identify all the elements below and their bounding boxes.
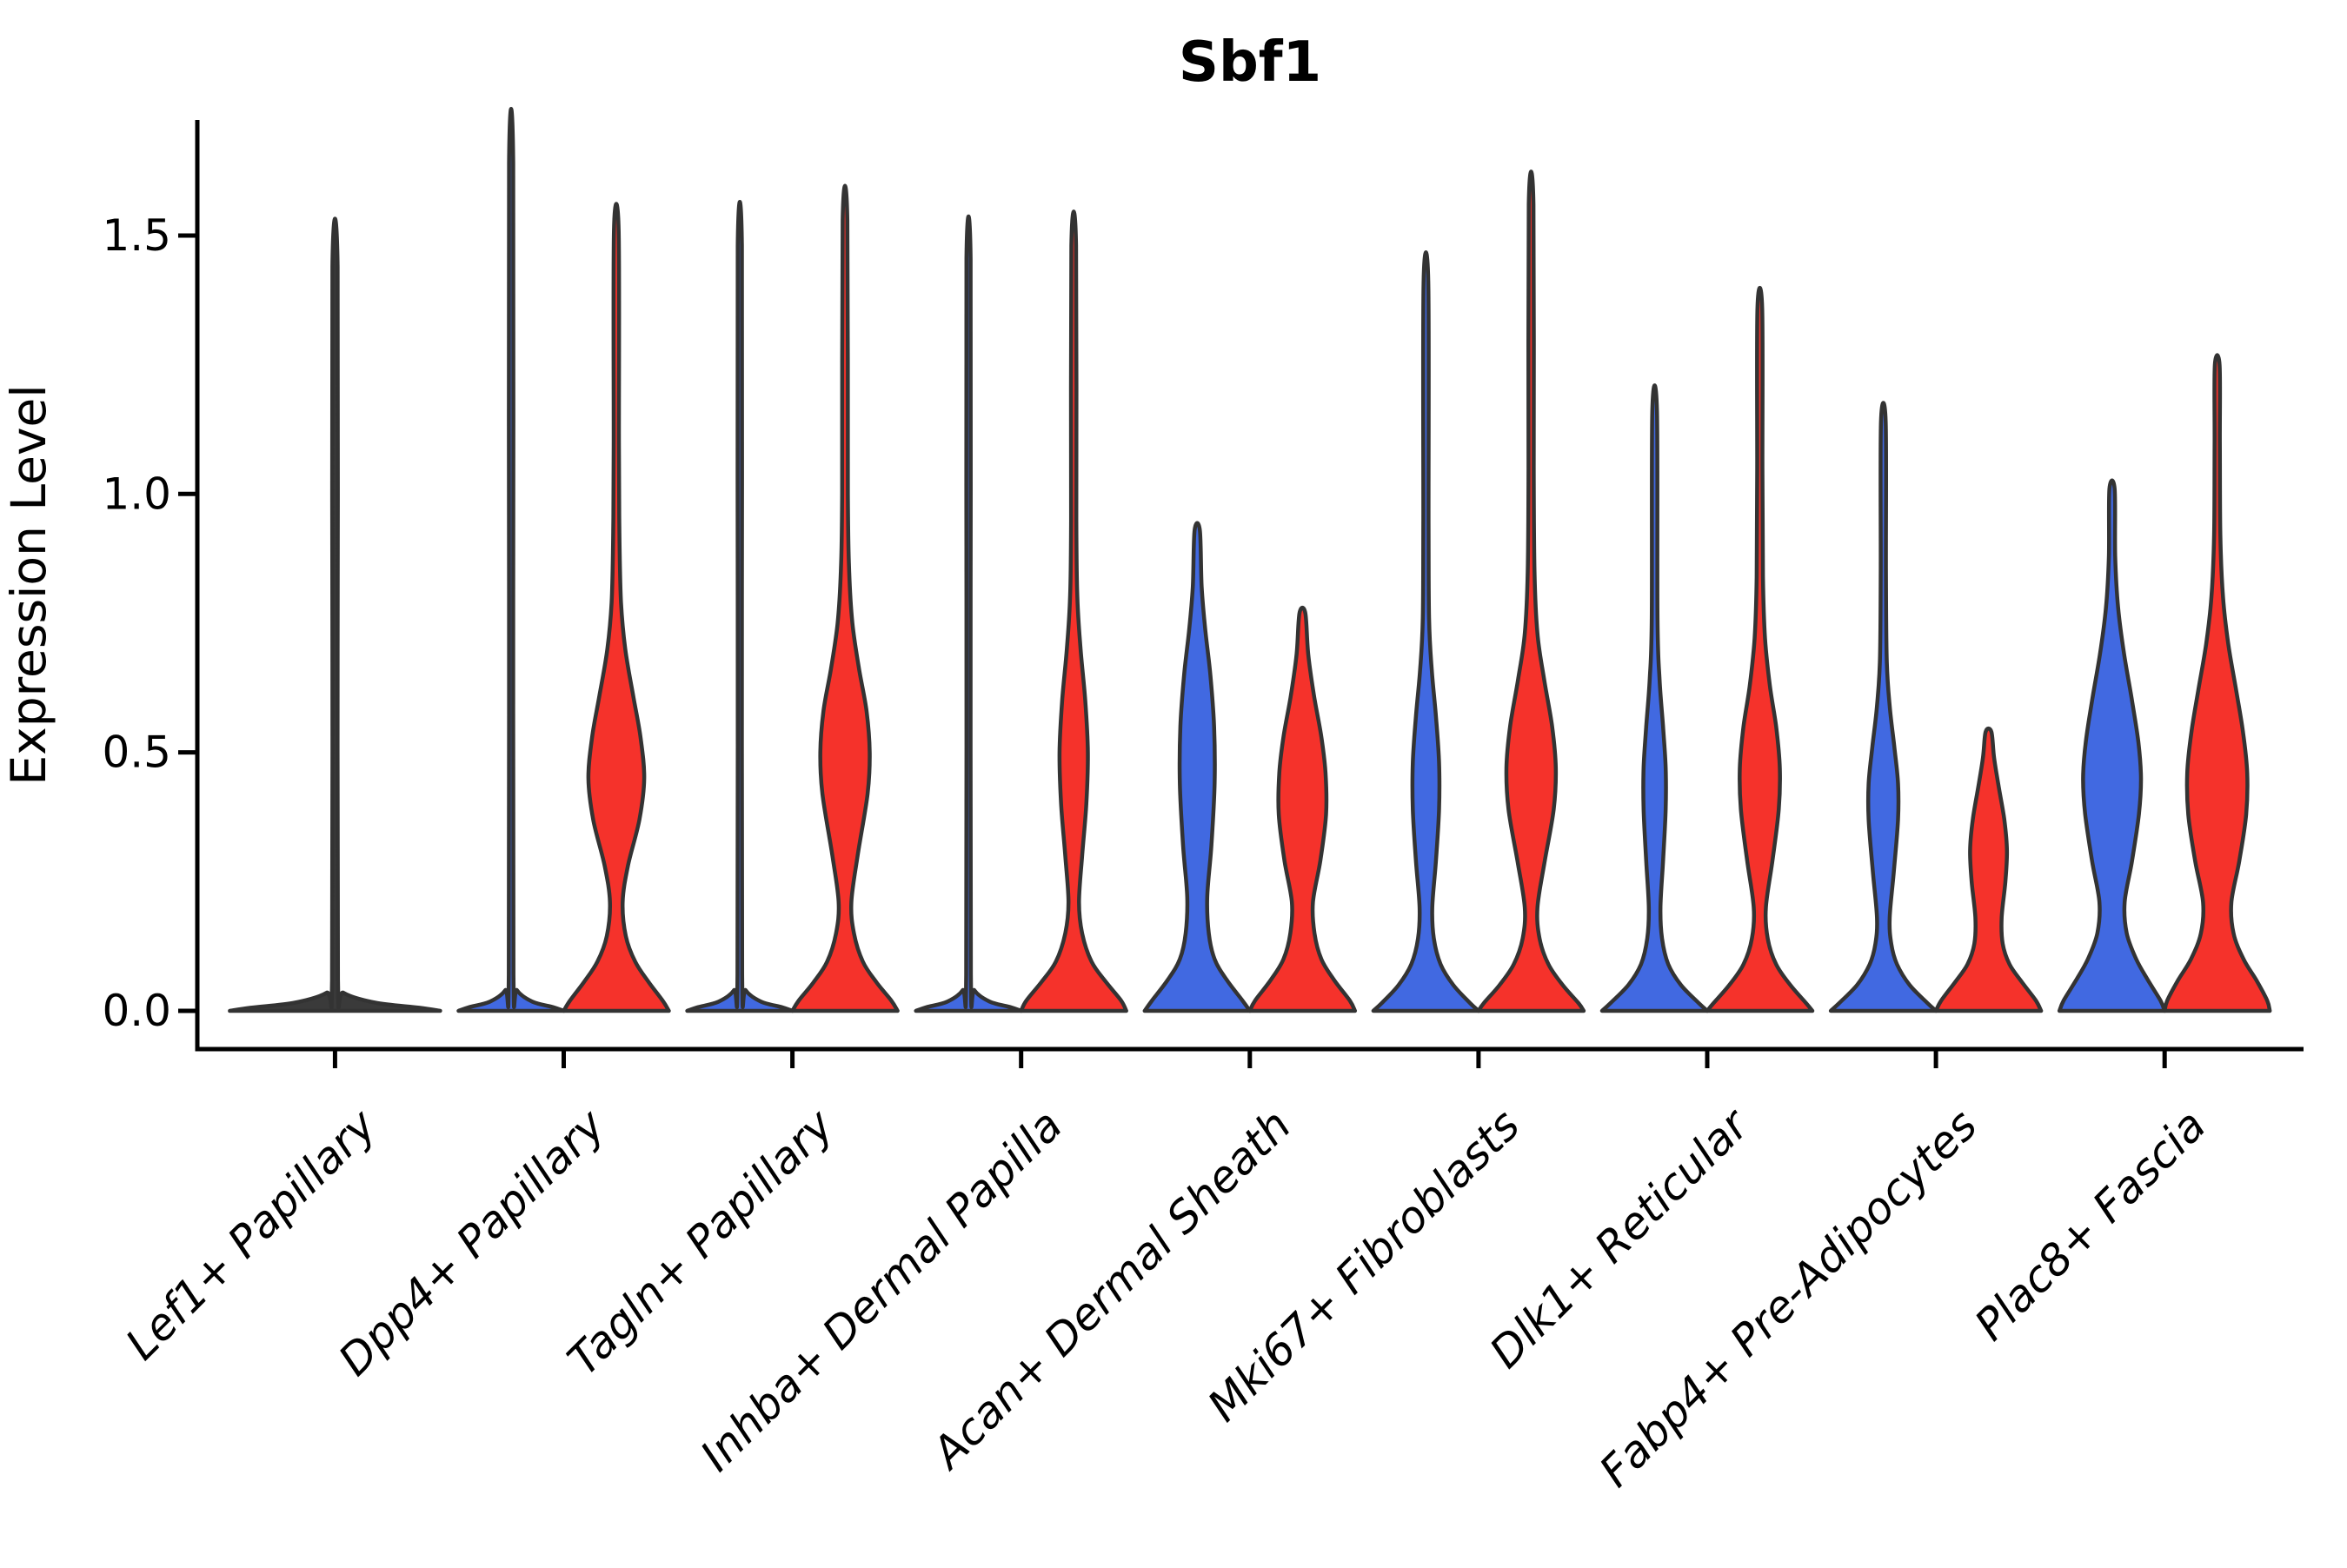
violin-acan-dermal-sheath-right: [1247, 605, 1358, 1013]
violin-dpp4-papillary-left: [456, 106, 566, 1013]
violin-inhba-dermal-papilla-left: [914, 214, 1023, 1013]
y-tick-label: 0.0: [102, 986, 171, 1036]
y-axis-label: Expression Level: [1, 384, 57, 785]
violin-dpp4-papillary-right: [562, 202, 671, 1013]
violin-inhba-dermal-papilla-right: [1019, 209, 1128, 1013]
y-tick-label: 1.5: [102, 210, 171, 261]
plot-title: Sbf1: [1179, 30, 1321, 95]
violin-plac8-fascia-right: [2162, 353, 2272, 1013]
violins-layer: [228, 106, 2272, 1013]
y-tick-label: 1.0: [102, 468, 171, 519]
violin-fabp4-pre-adipocytes-right: [1933, 726, 2044, 1013]
violin-acan-dermal-sheath-left: [1142, 521, 1253, 1013]
violin-mki67-fibroblasts-right: [1476, 169, 1586, 1013]
violin-mki67-fibroblasts-left: [1371, 250, 1481, 1013]
violin-tagln-papillary-left: [685, 200, 795, 1013]
violin-dlk1-reticular-right: [1705, 286, 1815, 1013]
violin-lef1-papillary-full: [228, 216, 442, 1013]
violin-fabp4-pre-adipocytes-left: [1828, 401, 1938, 1013]
violin-dlk1-reticular-left: [1599, 383, 1710, 1013]
y-tick-label: 0.5: [102, 728, 171, 778]
violin-tagln-papillary-right: [790, 183, 900, 1013]
violin-plac8-fascia-left: [2057, 478, 2167, 1013]
